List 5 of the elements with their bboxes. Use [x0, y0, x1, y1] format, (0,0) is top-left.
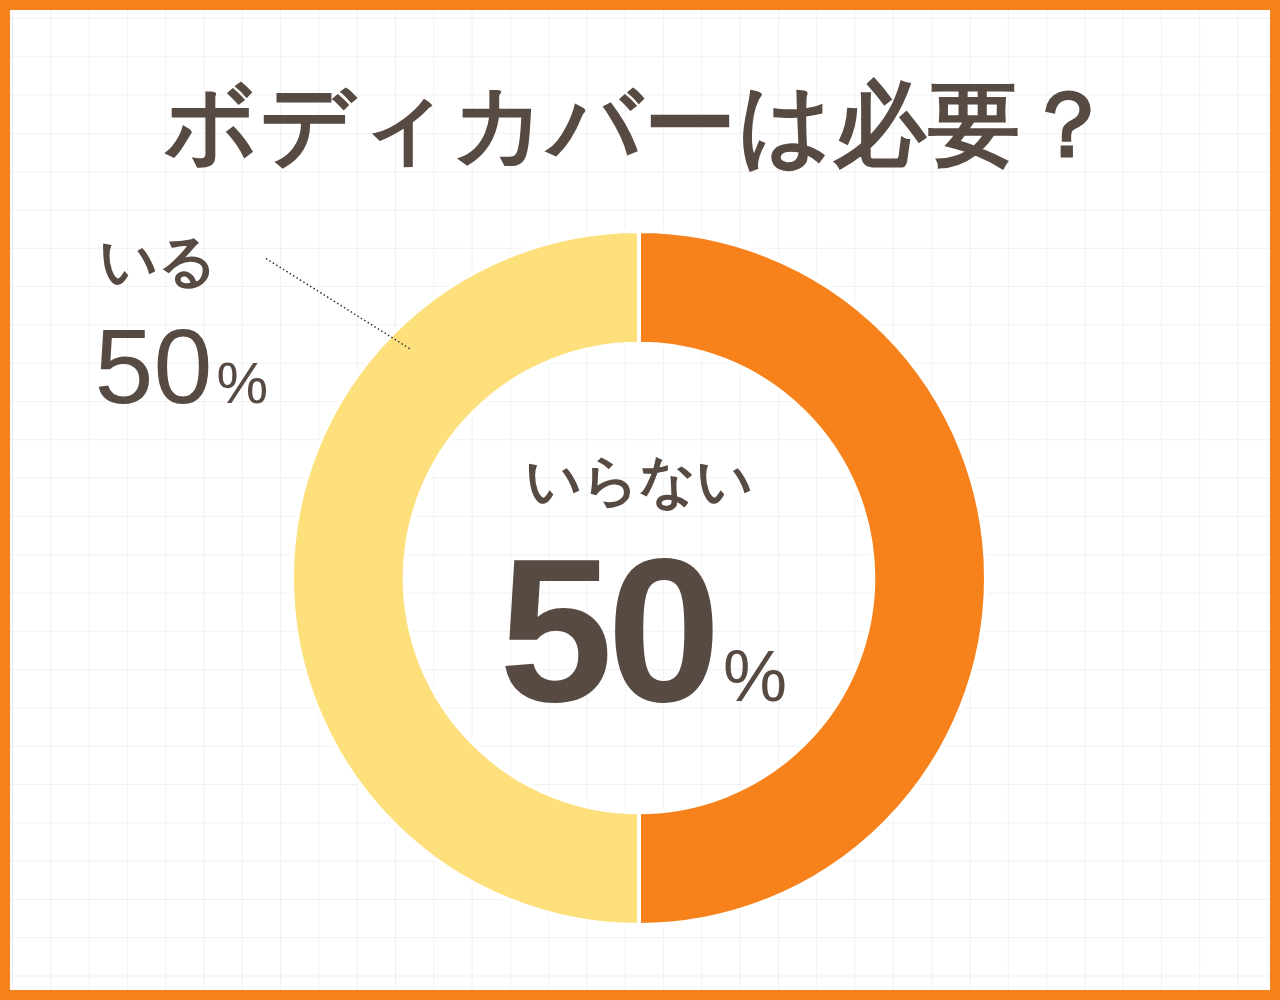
- chart-title: ボディカバーは必要？: [164, 71, 1116, 178]
- slice-label: いらない: [525, 448, 753, 513]
- data-label: 50%: [94, 306, 269, 425]
- data-label: 50%: [498, 515, 788, 744]
- slice-label: いる: [98, 226, 217, 295]
